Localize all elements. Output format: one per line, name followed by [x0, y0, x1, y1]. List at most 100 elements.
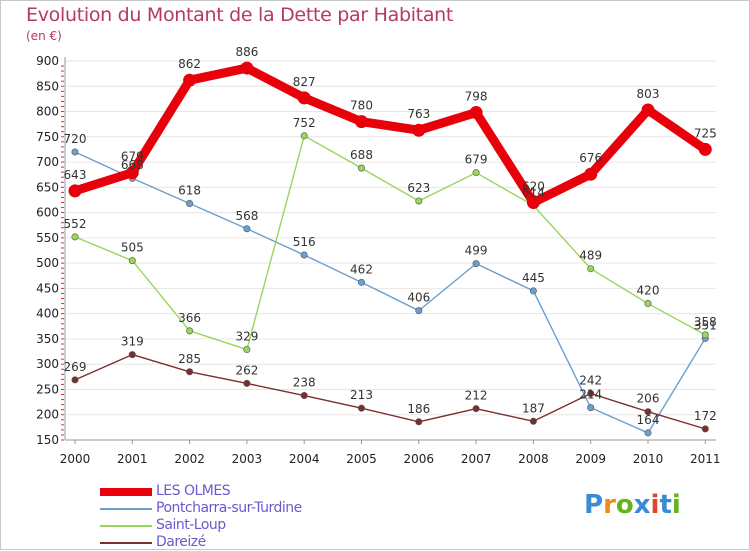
data-point-pontcharra-sur-turdine	[243, 225, 251, 233]
series-les-olmes	[68, 61, 712, 209]
x-tick-label: 2011	[690, 452, 721, 466]
data-point-les-olmes	[412, 123, 426, 137]
data-label-dareiz: 238	[293, 376, 316, 390]
data-point-dareiz	[587, 390, 595, 398]
data-point-saint-loup	[71, 233, 79, 241]
data-label-dareiz: 213	[350, 388, 373, 402]
data-point-pontcharra-sur-turdine	[415, 307, 423, 315]
data-label-saint-loup: 752	[293, 116, 316, 130]
legend-label: Saint-Loup	[156, 517, 226, 533]
y-tick-label: 750	[36, 130, 59, 144]
data-label-pontcharra-sur-turdine: 668	[121, 158, 144, 172]
data-point-pontcharra-sur-turdine	[300, 251, 308, 259]
y-tick-label: 200	[36, 408, 59, 422]
data-point-saint-loup	[128, 257, 136, 265]
data-point-saint-loup	[472, 169, 480, 177]
data-label-pontcharra-sur-turdine: 214	[579, 388, 602, 402]
data-point-les-olmes	[698, 142, 712, 156]
y-tick-label: 350	[36, 332, 59, 346]
data-label-les-olmes: 827	[293, 75, 316, 89]
data-point-les-olmes	[240, 61, 254, 75]
data-label-dareiz: 262	[235, 363, 258, 377]
data-label-les-olmes: 803	[637, 87, 660, 101]
data-label-dareiz: 285	[178, 352, 201, 366]
data-point-saint-loup	[587, 265, 595, 273]
x-tick-label: 2002	[174, 452, 205, 466]
y-tick-label: 700	[36, 155, 59, 169]
series-saint-loup	[71, 132, 709, 354]
data-point-les-olmes	[297, 91, 311, 105]
series-line-pontcharra-sur-turdine	[74, 151, 706, 434]
data-point-pontcharra-sur-turdine	[186, 200, 194, 208]
data-point-saint-loup	[300, 132, 308, 140]
y-tick-label: 600	[36, 206, 59, 220]
data-point-dareiz	[71, 376, 79, 384]
data-label-pontcharra-sur-turdine: 568	[235, 209, 258, 223]
series-line-dareiz	[74, 353, 706, 430]
data-point-saint-loup	[357, 164, 365, 172]
data-label-les-olmes: 676	[579, 151, 602, 165]
data-point-les-olmes	[584, 167, 598, 181]
x-tick-label: 2004	[289, 452, 320, 466]
data-point-les-olmes	[125, 166, 139, 180]
unit-label: (en €)	[26, 29, 62, 43]
x-tick-label: 2000	[60, 452, 91, 466]
data-point-pontcharra-sur-turdine	[529, 287, 537, 295]
series-dareiz	[71, 351, 709, 433]
y-tick-label: 300	[36, 357, 59, 371]
data-label-les-olmes: 620	[522, 179, 545, 193]
logo-letter: o	[615, 490, 634, 520]
logo-letter: P	[584, 490, 604, 520]
axes: 150 200 250 300 350 400 450 500 550 600 650 700 750 8…	[36, 54, 720, 466]
data-label-dareiz: 187	[522, 401, 545, 415]
data-point-les-olmes	[183, 73, 197, 87]
data-point-saint-loup	[415, 197, 423, 205]
data-label-pontcharra-sur-turdine: 499	[465, 244, 488, 258]
logo-letter: i	[671, 490, 681, 520]
data-point-dareiz	[701, 425, 709, 433]
data-point-dareiz	[472, 405, 480, 413]
data-label-dareiz: 186	[407, 402, 430, 416]
data-label-saint-loup: 329	[235, 330, 258, 344]
data-point-les-olmes	[469, 106, 483, 120]
data-point-dareiz	[357, 404, 365, 412]
data-point-dareiz	[529, 417, 537, 425]
logo-letter: i	[650, 490, 660, 520]
y-tick-label: 250	[36, 382, 59, 396]
x-tick-label: 2009	[575, 452, 606, 466]
x-tick-label: 2007	[461, 452, 492, 466]
y-tick-label: 650	[36, 180, 59, 194]
data-label-saint-loup: 420	[637, 284, 660, 298]
data-label-saint-loup: 688	[350, 148, 373, 162]
x-tick-label: 2006	[404, 452, 435, 466]
y-tick-label: 500	[36, 256, 59, 270]
data-point-dareiz	[415, 418, 423, 426]
data-label-saint-loup: 505	[121, 241, 144, 255]
series-line-les-olmes	[70, 63, 710, 207]
data-label-pontcharra-sur-turdine: 164	[637, 413, 660, 427]
data-point-pontcharra-sur-turdine	[71, 148, 79, 156]
y-tick-label: 400	[36, 307, 59, 321]
data-label-pontcharra-sur-turdine: 406	[407, 291, 430, 305]
data-label-pontcharra-sur-turdine: 445	[522, 271, 545, 285]
data-label-saint-loup: 489	[579, 249, 602, 263]
data-point-dareiz	[243, 379, 251, 387]
y-tick-label: 900	[36, 54, 59, 68]
data-point-dareiz	[186, 368, 194, 376]
legend-swatch	[100, 542, 152, 544]
x-tick-label: 2010	[633, 452, 664, 466]
data-label-les-olmes: 725	[694, 126, 717, 140]
data-label-les-olmes: 763	[407, 107, 430, 121]
data-label-saint-loup: 358	[694, 315, 717, 329]
data-point-les-olmes	[355, 115, 368, 129]
y-tick-label: 850	[36, 79, 59, 93]
data-point-les-olmes	[68, 184, 82, 198]
data-labels: 720 668 618 568 516 462 406 499 445 214 164 351 552 5…	[64, 45, 717, 427]
y-tick-label: 450	[36, 281, 59, 295]
data-point-saint-loup	[186, 327, 194, 335]
data-label-pontcharra-sur-turdine: 720	[64, 132, 87, 146]
line-chart: 150 200 250 300 350 400 450 500 550 600 650 700 750 8…	[36, 45, 720, 466]
logo-letter: r	[603, 490, 616, 520]
data-label-dareiz: 212	[465, 389, 488, 403]
